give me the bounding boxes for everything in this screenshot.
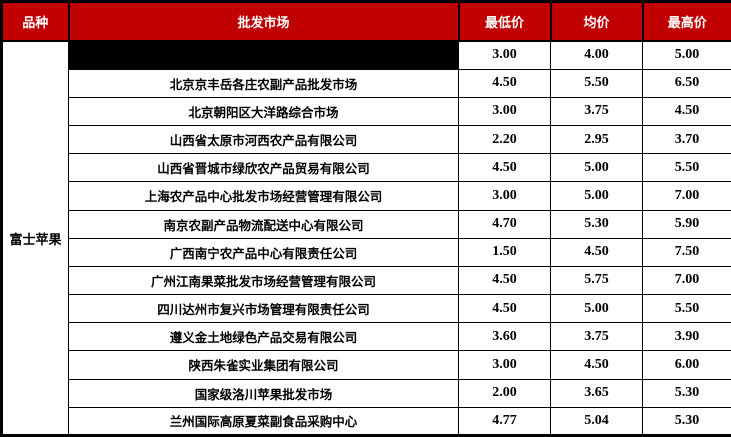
table-row: 陕西朱雀实业集团有限公司 3.00 4.50 6.00 — [2, 350, 731, 380]
table-row: 国家级洛川苹果批发市场 2.00 3.65 5.30 — [2, 378, 731, 408]
header-row: 品种 批发市场 最低价 均价 最高价 — [0, 0, 731, 42]
table-row: 广州江南果菜批发市场经营管理有限公司 4.50 5.75 7.00 — [2, 265, 731, 296]
market-cell: 广西南宁农产品中心有限责任公司 — [68, 237, 459, 267]
avg-price-cell: 5.30 — [550, 209, 643, 239]
min-price-cell: 2.00 — [458, 378, 551, 408]
max-price-cell: 4.50 — [642, 96, 731, 127]
max-price-cell: 3.70 — [642, 125, 731, 155]
col-header-max-price: 最高价 — [641, 0, 731, 42]
avg-price-cell: 5.75 — [550, 265, 643, 296]
min-price-cell: 3.00 — [458, 181, 551, 211]
col-header-avg-price: 均价 — [549, 0, 644, 42]
min-price-cell: 4.77 — [458, 406, 551, 437]
min-price-cell: 4.50 — [458, 294, 551, 324]
max-price-cell: 7.50 — [642, 237, 731, 267]
avg-price-cell: 5.00 — [550, 153, 643, 183]
table-row: 遵义金土地绿色产品交易有限公司 3.60 3.75 3.90 — [2, 322, 731, 352]
market-cell: 上海农产品中心批发市场经营管理有限公司 — [68, 181, 459, 211]
min-price-cell: 3.60 — [458, 322, 551, 352]
min-price-cell: 4.50 — [458, 153, 551, 183]
avg-price-cell: 5.00 — [550, 181, 643, 211]
table-row: 南京农副产品物流配送中心有限公司 4.70 5.30 5.90 — [2, 209, 731, 239]
min-price-cell: 4.50 — [458, 68, 551, 98]
avg-price-cell: 3.75 — [550, 96, 643, 127]
market-cell: 南京农副产品物流配送中心有限公司 — [68, 209, 459, 239]
avg-price-cell: 5.00 — [550, 294, 643, 324]
min-price-cell: 2.20 — [458, 125, 551, 155]
market-cell: 广州江南果菜批发市场经营管理有限公司 — [68, 265, 459, 296]
avg-price-cell: 5.04 — [550, 406, 643, 437]
min-price-cell: 4.70 — [458, 209, 551, 239]
col-header-min-price: 最低价 — [457, 0, 552, 42]
avg-price-cell: 5.50 — [550, 68, 643, 98]
redacted-market-cell — [68, 40, 459, 70]
market-cell: 北京京丰岳各庄农副产品批发市场 — [68, 68, 459, 98]
col-header-variety: 品种 — [0, 0, 70, 42]
max-price-cell: 5.00 — [642, 40, 731, 70]
max-price-cell: 7.00 — [642, 181, 731, 211]
market-cell: 遵义金土地绿色产品交易有限公司 — [68, 322, 459, 352]
max-price-cell: 5.30 — [642, 406, 731, 437]
table-row: 山西省晋城市绿欣农产品贸易有限公司 4.50 5.00 5.50 — [2, 153, 731, 183]
market-cell: 北京朝阳区大洋路综合市场 — [68, 96, 459, 127]
table-row: 富士苹果 3.00 4.00 5.00 — [1, 40, 731, 436]
table-row: 上海农产品中心批发市场经营管理有限公司 3.00 5.00 7.00 — [2, 181, 731, 211]
market-cell: 山西省晋城市绿欣农产品贸易有限公司 — [68, 153, 459, 183]
min-price-cell: 4.50 — [458, 265, 551, 296]
min-price-cell: 1.50 — [458, 237, 551, 267]
table-row: 兰州国际高原夏菜副食品采购中心 4.77 5.04 5.30 — [2, 406, 731, 437]
max-price-cell: 5.30 — [642, 378, 731, 408]
market-cell: 陕西朱雀实业集团有限公司 — [68, 350, 459, 380]
market-cell: 兰州国际高原夏菜副食品采购中心 — [68, 406, 459, 437]
max-price-cell: 5.50 — [642, 294, 731, 324]
table-row: 山西省太原市河西农产品有限公司 2.20 2.95 3.70 — [2, 125, 731, 155]
market-cell: 国家级洛川苹果批发市场 — [68, 378, 459, 408]
table-row: 广西南宁农产品中心有限责任公司 1.50 4.50 7.50 — [2, 237, 731, 267]
min-price-cell: 3.00 — [458, 96, 551, 127]
min-price-cell: 3.00 — [458, 40, 551, 70]
max-price-cell: 3.90 — [642, 322, 731, 352]
avg-price-cell: 2.95 — [550, 125, 643, 155]
max-price-cell: 7.00 — [642, 265, 731, 296]
avg-price-cell: 3.75 — [550, 322, 643, 352]
max-price-cell: 6.00 — [642, 350, 731, 380]
table-row: 四川达州市复兴市场管理有限责任公司 4.50 5.00 5.50 — [2, 294, 731, 324]
avg-price-cell: 4.50 — [550, 237, 643, 267]
max-price-cell: 5.50 — [642, 153, 731, 183]
table-row: 北京京丰岳各庄农副产品批发市场 4.50 5.50 6.50 — [2, 68, 731, 98]
avg-price-cell: 4.50 — [550, 350, 643, 380]
col-header-market: 批发市场 — [67, 0, 460, 42]
min-price-cell: 3.00 — [458, 350, 551, 380]
variety-cell: 富士苹果 — [1, 40, 69, 436]
max-price-cell: 5.90 — [642, 209, 731, 239]
market-cell: 四川达州市复兴市场管理有限责任公司 — [68, 294, 459, 324]
table-row: 北京朝阳区大洋路综合市场 3.00 3.75 4.50 — [2, 96, 731, 127]
avg-price-cell: 4.00 — [550, 40, 643, 70]
max-price-cell: 6.50 — [642, 68, 731, 98]
market-cell: 山西省太原市河西农产品有限公司 — [68, 125, 459, 155]
avg-price-cell: 3.65 — [550, 378, 643, 408]
